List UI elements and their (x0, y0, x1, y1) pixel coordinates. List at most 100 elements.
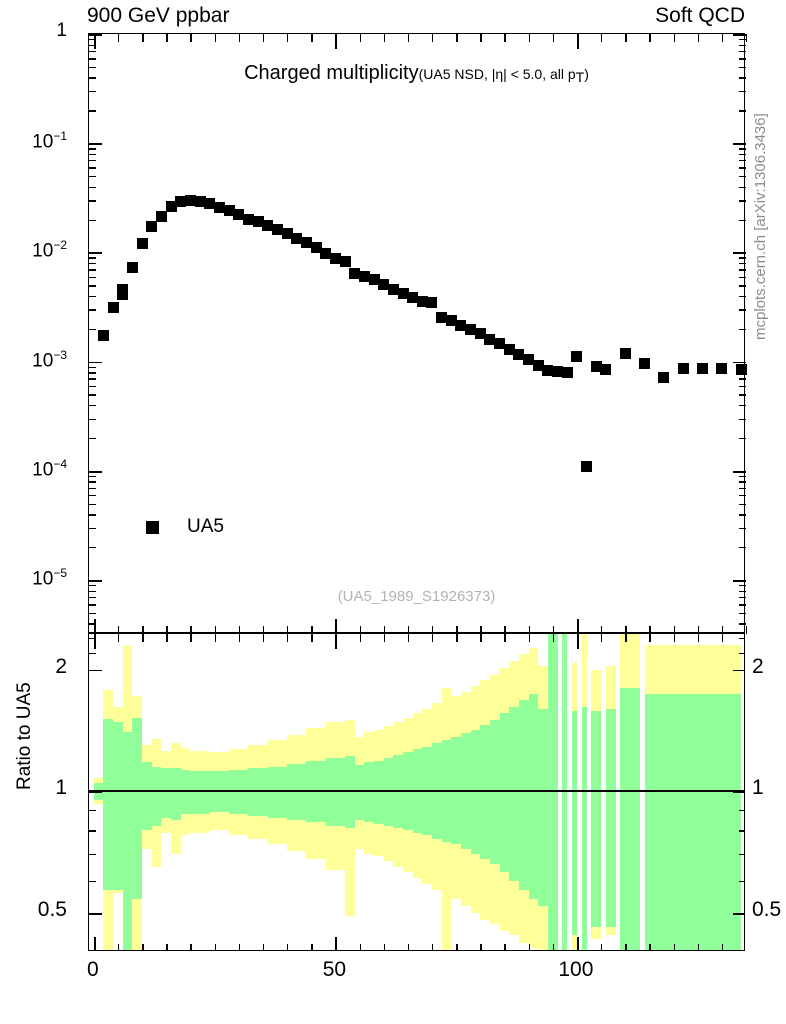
axis-tick (89, 66, 96, 69)
axis-tick (431, 634, 434, 642)
data-point-marker (349, 268, 361, 280)
axis-tick (89, 579, 102, 582)
data-point-marker (639, 358, 651, 369)
axis-tick (89, 830, 96, 832)
axis-tick (601, 34, 603, 42)
axis-tick (649, 626, 651, 634)
axis-tick (649, 634, 651, 642)
title-sub-post: ) (584, 66, 589, 82)
ratio-y-tick-label: 1 (752, 776, 764, 800)
title-main: Charged multiplicity (244, 62, 419, 84)
ratio-band-inner (113, 722, 123, 890)
data-point-marker (223, 205, 235, 217)
data-point-marker (494, 338, 506, 350)
axis-tick (407, 634, 410, 642)
axis-tick (739, 176, 746, 178)
axis-tick (238, 34, 241, 42)
axis-tick (733, 252, 746, 255)
ratio-band-inner (581, 706, 587, 950)
axis-tick (89, 276, 96, 278)
axis-tick (576, 619, 579, 634)
axis-tick (93, 634, 96, 649)
data-point-marker (165, 200, 177, 212)
axis-tick (287, 34, 289, 42)
axis-tick (739, 880, 744, 883)
ratio-plot-panel (88, 633, 745, 951)
axis-tick (287, 634, 289, 642)
axis-tick (89, 475, 96, 478)
axis-tick (528, 34, 530, 42)
axis-tick (739, 584, 746, 587)
axis-tick (625, 944, 627, 950)
axis-tick (383, 944, 386, 950)
axis-tick (431, 34, 434, 42)
axis-tick (359, 626, 361, 634)
data-point-marker (281, 227, 293, 239)
axis-tick (739, 328, 746, 331)
axis-tick (142, 634, 144, 642)
data-point-marker (126, 261, 138, 273)
x-tick-label: 0 (86, 958, 99, 981)
axis-tick (214, 634, 216, 642)
axis-tick (739, 481, 746, 483)
axis-tick (576, 34, 579, 49)
axis-tick (166, 944, 168, 950)
ratio-band-inner (644, 694, 742, 950)
data-point-marker (552, 366, 564, 378)
title-sub-subscript: T (575, 69, 585, 85)
axis-tick (739, 853, 744, 856)
header-left-label: 900 GeV ppbar (87, 4, 230, 27)
data-point-marker (735, 363, 747, 375)
axis-tick (576, 634, 579, 649)
ratio-band-inner (620, 688, 640, 950)
data-point-marker (358, 271, 370, 283)
source-credit-label: mcplots.cern.ch [arXiv:1306.3436] (752, 113, 769, 340)
data-point-marker (339, 256, 351, 268)
axis-tick (89, 514, 96, 516)
axis-tick (238, 944, 241, 950)
legend: UA5 (146, 516, 224, 538)
data-point-marker (136, 237, 148, 249)
data-point-marker (107, 302, 119, 314)
axis-tick (649, 944, 651, 950)
axis-tick (89, 252, 102, 255)
ratio-y-tick-label: 2 (752, 654, 764, 678)
axis-tick (739, 77, 746, 79)
axis-tick (383, 34, 386, 42)
axis-tick (697, 626, 700, 634)
axis-tick (739, 91, 746, 93)
axis-tick (739, 394, 746, 396)
axis-tick (673, 34, 675, 42)
data-point-marker (513, 349, 525, 361)
x-tick-label: 50 (322, 958, 347, 981)
axis-tick (739, 514, 746, 516)
data-point-marker (117, 289, 129, 301)
axis-tick (89, 809, 96, 812)
axis-tick (89, 378, 96, 380)
axis-tick (166, 34, 168, 42)
main-y-tick-label: 10−2 (32, 238, 67, 262)
data-point-marker (378, 278, 390, 290)
axis-tick (89, 652, 96, 655)
axis-tick (93, 34, 96, 49)
axis-tick (739, 58, 746, 60)
axis-tick (335, 619, 338, 634)
data-point-marker (175, 195, 187, 207)
axis-tick (407, 626, 410, 634)
axis-tick (480, 944, 482, 950)
axis-tick (552, 944, 555, 950)
data-point-marker (503, 343, 515, 355)
axis-tick (262, 634, 265, 642)
ratio-band-inner (132, 717, 143, 900)
data-point-marker (407, 291, 419, 303)
axis-tick (214, 626, 216, 634)
ratio-band-inner (122, 732, 133, 950)
axis-tick (89, 200, 96, 202)
axis-tick (214, 944, 216, 950)
ratio-band-inner (547, 634, 558, 950)
axis-tick (238, 634, 241, 642)
axis-tick (739, 503, 746, 506)
ratio-band-inner (190, 771, 210, 814)
axis-tick (89, 470, 102, 473)
axis-tick (431, 626, 434, 634)
